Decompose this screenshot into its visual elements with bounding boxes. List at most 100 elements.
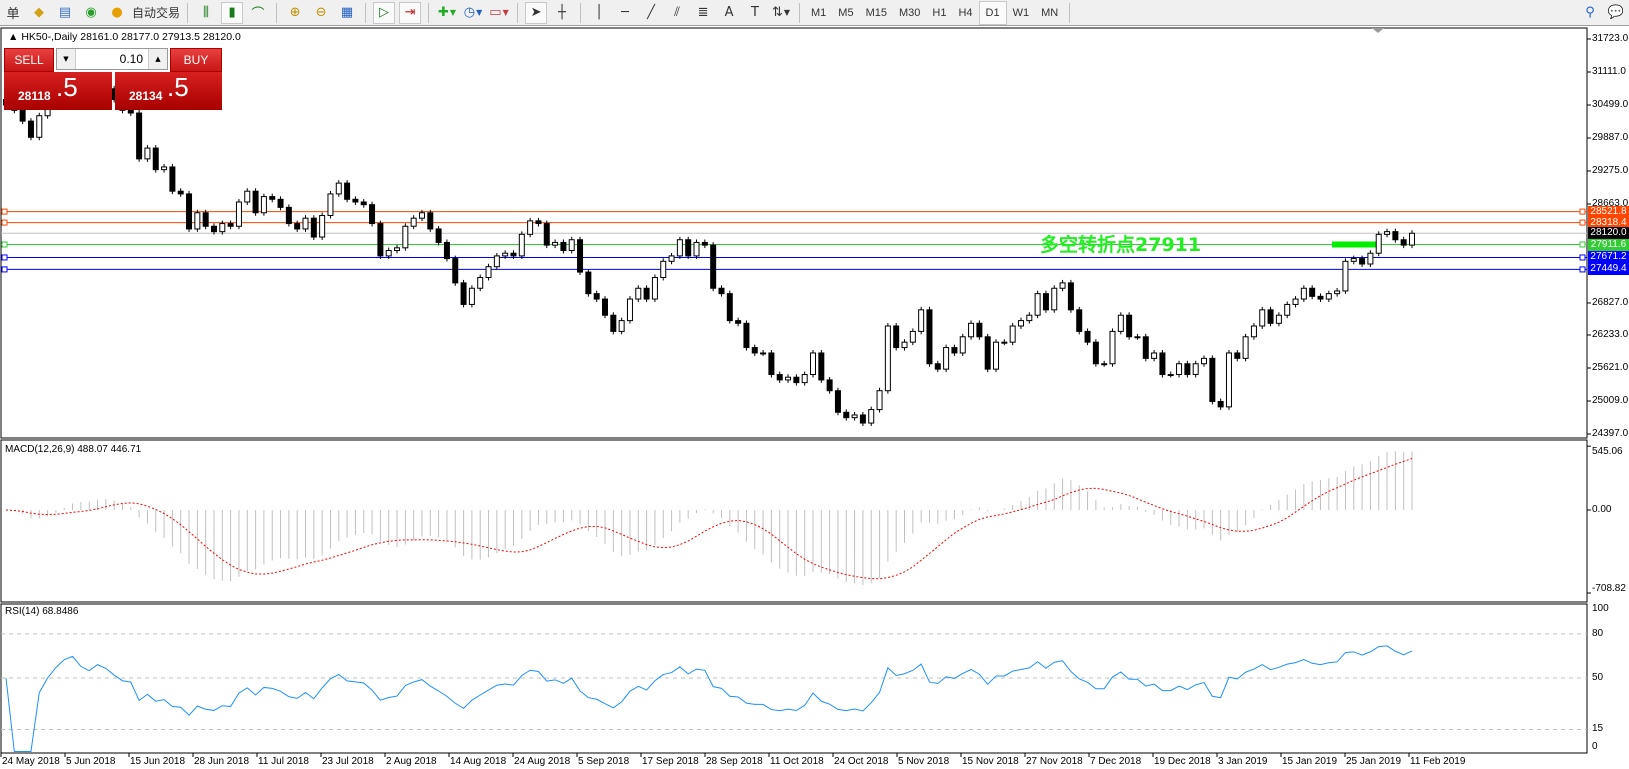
candle-bear xyxy=(27,120,34,138)
price-tag: 28318.4 xyxy=(1588,216,1629,229)
candle-bull xyxy=(1001,341,1008,344)
candle-bull xyxy=(1225,352,1232,408)
candle-bull xyxy=(1151,352,1158,359)
candle-bull xyxy=(1375,233,1382,254)
candle-bull xyxy=(302,217,309,230)
candle-bear xyxy=(984,336,991,370)
timeframe-mn[interactable]: MN xyxy=(1041,6,1059,19)
candle-bull xyxy=(760,352,767,355)
zoom-in-icon[interactable]: ⊕ xyxy=(289,5,301,20)
timeframe-h4[interactable]: H4 xyxy=(958,6,973,19)
search-icon[interactable]: ⚲ xyxy=(1585,5,1595,20)
pivot-annotation[interactable]: 多空转折点27911 xyxy=(1040,234,1202,256)
auto-scroll-icon[interactable]: ▷ xyxy=(373,1,396,24)
candle-bear xyxy=(452,258,459,284)
candle-bear xyxy=(202,212,209,227)
lot-input[interactable]: 0.10 xyxy=(119,52,143,66)
timeframe-m15[interactable]: M15 xyxy=(865,6,887,19)
candle-bull xyxy=(1334,290,1341,295)
price-axis-label: 25009.0 xyxy=(1592,395,1629,406)
equidistant-channel-icon[interactable]: ⫽ xyxy=(674,5,680,20)
candle-bear xyxy=(435,228,442,243)
fibonacci-icon[interactable]: ≣ xyxy=(697,5,709,20)
timeframe-w1[interactable]: W1 xyxy=(1012,6,1030,19)
chat-icon[interactable]: 💬 xyxy=(1607,5,1625,20)
periods-icon[interactable]: ◷ ▼ xyxy=(463,5,483,20)
price-tag: 27671.2 xyxy=(1588,251,1629,264)
price-tag: 27911.6 xyxy=(1588,238,1629,251)
candle-bull xyxy=(394,247,401,252)
candle-bear xyxy=(1042,293,1049,311)
candle-bull xyxy=(1275,314,1282,324)
horizontal-line-icon[interactable]: ─ xyxy=(621,5,629,20)
line-chart-icon[interactable]: ⌒ xyxy=(251,7,265,22)
macd-signal-line xyxy=(5,458,1413,580)
market-watch-icon[interactable]: ◆ xyxy=(34,5,44,20)
templates-icon[interactable]: ▭ ▼ xyxy=(489,5,509,20)
auto-trading-button[interactable]: 自动交易 xyxy=(132,6,181,20)
line-handle-right xyxy=(1579,266,1586,273)
buy-price-button[interactable]: 28134 .5 xyxy=(115,72,222,110)
candle-bull xyxy=(219,223,226,233)
lot-decrease-button[interactable]: ▼ xyxy=(57,49,76,69)
navigator-icon[interactable]: ▤ xyxy=(58,5,72,20)
tile-windows-icon[interactable]: ▦ xyxy=(340,5,354,20)
lot-stepper[interactable]: ▼ 0.10 ▲ xyxy=(56,48,168,70)
cursor-icon[interactable]: ➤ xyxy=(525,1,548,24)
trendline-icon[interactable]: ╱ xyxy=(647,5,655,20)
zoom-out-icon[interactable]: ⊖ xyxy=(315,5,327,20)
candle-bear xyxy=(1400,239,1407,246)
line-handle-left xyxy=(1,208,8,215)
toolbar-separator xyxy=(517,2,519,23)
candle-bull xyxy=(161,166,168,171)
line-handle-right xyxy=(1579,241,1586,248)
timeframe-h1[interactable]: H1 xyxy=(932,6,947,19)
date-axis-label: 5 Nov 2018 xyxy=(898,756,950,767)
arrows-icon[interactable]: ⇅ ▼ xyxy=(771,5,791,20)
toolbar-separator xyxy=(365,2,367,23)
candle-bear xyxy=(1184,363,1191,376)
candle-bear xyxy=(535,220,542,225)
candle-bull xyxy=(385,250,392,257)
candlestick-chart-icon[interactable]: ▮ xyxy=(221,1,244,24)
vertical-line-icon[interactable]: │ xyxy=(595,5,603,20)
line-handle-left xyxy=(1,241,8,248)
timeframe-m30[interactable]: M30 xyxy=(898,6,921,19)
line-handle-right xyxy=(1579,254,1586,261)
price-axis-label: 29887.0 xyxy=(1592,131,1629,143)
signal-icon[interactable]: ◉ xyxy=(85,5,97,20)
candle-bear xyxy=(726,293,733,322)
text-icon[interactable]: A xyxy=(724,5,734,20)
candle-bear xyxy=(1126,314,1133,338)
sell-price-button[interactable]: 28118 .5 xyxy=(4,72,112,110)
timeframe-d1[interactable]: D1 xyxy=(978,0,1007,25)
line-handle-right xyxy=(1579,208,1586,215)
candle-bear xyxy=(1142,336,1149,359)
toolbar-separator xyxy=(1069,2,1071,23)
candle-bull xyxy=(901,341,908,349)
buy-button[interactable]: BUY xyxy=(170,48,222,72)
toolbar-orders-label[interactable]: 单 xyxy=(6,7,20,22)
toolbar: 单 ◆ ▤ ◉ ● 自动交易 ⫼ ▮ ⌒ ⊕ ⊖ ▦ ▷ ⇥ ✚ ▼ ◷ ▼ ▭ ▼ … xyxy=(0,0,1629,26)
candle-bull xyxy=(335,182,342,195)
bar-chart-icon[interactable]: ⫼ xyxy=(203,5,209,20)
candle-bear xyxy=(360,201,367,206)
timeframe-m1[interactable]: M1 xyxy=(811,6,827,19)
chart-shift-icon[interactable]: ⇥ xyxy=(399,1,422,24)
candle-bear xyxy=(1159,352,1166,376)
candle-bear xyxy=(834,390,841,413)
candle-bull xyxy=(568,239,575,252)
candle-bear xyxy=(177,190,184,195)
lot-increase-button[interactable]: ▲ xyxy=(148,49,167,69)
timeframe-m5[interactable]: M5 xyxy=(838,6,854,19)
sell-button[interactable]: SELL xyxy=(4,48,54,72)
indicators-icon[interactable]: ✚ ▼ xyxy=(437,5,457,20)
one-click-trading-panel: SELL ▼ 0.10 ▲ BUY 28118 .5 28134 .5 xyxy=(4,48,224,110)
crosshair-icon[interactable]: ┼ xyxy=(558,5,566,20)
candle-bear xyxy=(19,109,26,122)
candle-bear xyxy=(127,109,134,114)
auto-trading-icon[interactable]: ● xyxy=(111,5,123,20)
candle-bear xyxy=(926,309,933,365)
text-label-icon[interactable]: T xyxy=(751,5,759,20)
